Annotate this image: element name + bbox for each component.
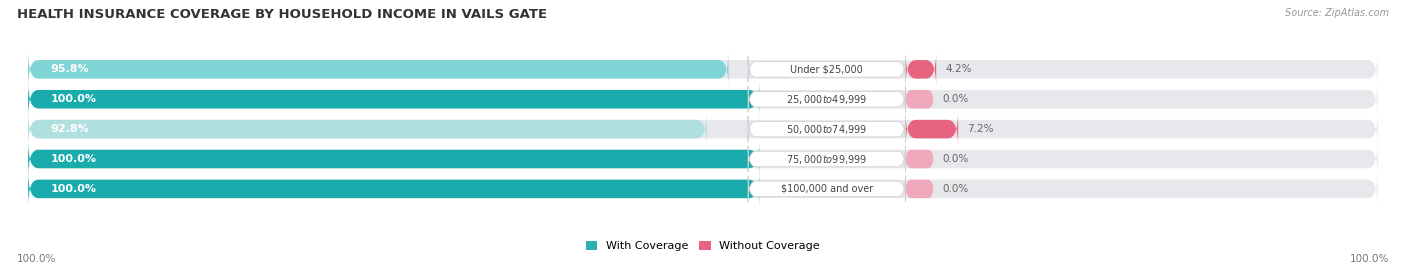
FancyBboxPatch shape — [748, 116, 905, 142]
FancyBboxPatch shape — [748, 56, 905, 83]
FancyBboxPatch shape — [28, 82, 759, 117]
Text: $100,000 and over: $100,000 and over — [780, 184, 873, 194]
FancyBboxPatch shape — [905, 90, 934, 108]
Text: 100.0%: 100.0% — [51, 94, 97, 104]
Text: $50,000 to $74,999: $50,000 to $74,999 — [786, 123, 868, 136]
Text: 100.0%: 100.0% — [17, 254, 56, 264]
FancyBboxPatch shape — [905, 52, 936, 87]
FancyBboxPatch shape — [748, 176, 905, 202]
Text: $75,000 to $99,999: $75,000 to $99,999 — [786, 153, 868, 165]
Text: 95.8%: 95.8% — [51, 64, 89, 74]
Legend: With Coverage, Without Coverage: With Coverage, Without Coverage — [582, 237, 824, 256]
FancyBboxPatch shape — [28, 171, 1378, 207]
Text: Under $25,000: Under $25,000 — [790, 64, 863, 74]
Text: $25,000 to $49,999: $25,000 to $49,999 — [786, 93, 868, 106]
FancyBboxPatch shape — [905, 150, 934, 168]
Text: HEALTH INSURANCE COVERAGE BY HOUSEHOLD INCOME IN VAILS GATE: HEALTH INSURANCE COVERAGE BY HOUSEHOLD I… — [17, 8, 547, 21]
Text: 4.2%: 4.2% — [945, 64, 972, 74]
FancyBboxPatch shape — [28, 111, 1378, 147]
Text: 100.0%: 100.0% — [51, 154, 97, 164]
FancyBboxPatch shape — [748, 86, 905, 112]
Text: 7.2%: 7.2% — [967, 124, 994, 134]
FancyBboxPatch shape — [28, 52, 1378, 87]
Text: 100.0%: 100.0% — [51, 184, 97, 194]
Text: 100.0%: 100.0% — [1350, 254, 1389, 264]
Text: 0.0%: 0.0% — [942, 94, 969, 104]
Text: 0.0%: 0.0% — [942, 184, 969, 194]
Text: 92.8%: 92.8% — [51, 124, 90, 134]
FancyBboxPatch shape — [748, 146, 905, 172]
FancyBboxPatch shape — [28, 141, 1378, 177]
FancyBboxPatch shape — [28, 82, 1378, 117]
Text: Source: ZipAtlas.com: Source: ZipAtlas.com — [1285, 8, 1389, 18]
FancyBboxPatch shape — [905, 111, 957, 147]
FancyBboxPatch shape — [28, 141, 759, 177]
FancyBboxPatch shape — [28, 171, 759, 207]
FancyBboxPatch shape — [28, 111, 707, 147]
Text: 0.0%: 0.0% — [942, 154, 969, 164]
FancyBboxPatch shape — [905, 180, 934, 198]
FancyBboxPatch shape — [28, 52, 728, 87]
